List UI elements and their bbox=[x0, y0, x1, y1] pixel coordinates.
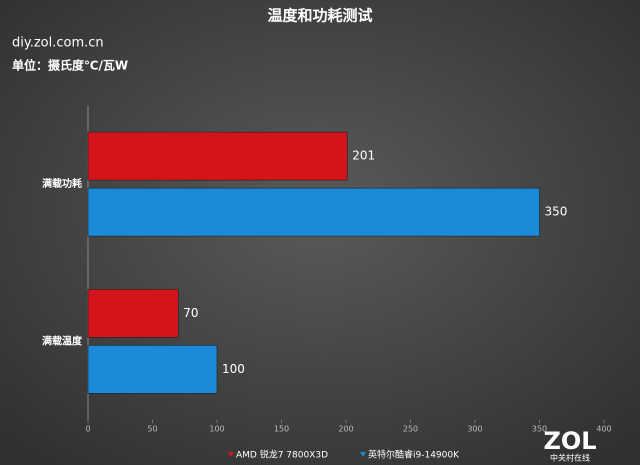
bar bbox=[87, 187, 540, 237]
unit: 单位：摄氏度℃/瓦W bbox=[12, 58, 128, 73]
x-tick-label: 300 bbox=[467, 425, 482, 434]
x-tick-label: 350 bbox=[532, 425, 547, 434]
source: diy.zol.com.cn bbox=[12, 36, 104, 51]
bar bbox=[87, 345, 218, 394]
legend-label: AMD 锐龙7 7800X3D bbox=[236, 449, 328, 461]
x-tick-label: 50 bbox=[147, 425, 157, 434]
x-tick-label: 150 bbox=[274, 425, 289, 434]
legend-marker bbox=[228, 452, 234, 457]
x-tick-label: 250 bbox=[403, 425, 418, 434]
legend-marker bbox=[360, 452, 366, 457]
y-tick-label: 满载功耗 bbox=[42, 177, 82, 190]
value-label: 70 bbox=[183, 306, 198, 320]
x-tick-label: 100 bbox=[209, 425, 224, 434]
logo: ZOL bbox=[543, 427, 596, 455]
value-label: 100 bbox=[222, 362, 245, 376]
logo-tagline: 中关村在线 bbox=[550, 453, 590, 463]
x-tick-label: 0 bbox=[85, 425, 90, 434]
value-label: 350 bbox=[545, 205, 568, 219]
x-tick-label: 200 bbox=[338, 425, 353, 434]
legend-label: 英特尔酷睿i9-14900K bbox=[368, 449, 460, 461]
y-tick-label: 满载温度 bbox=[42, 334, 83, 347]
value-label: 201 bbox=[352, 149, 375, 163]
chart-title: 温度和功耗测试 bbox=[267, 7, 372, 25]
x-tick-label: 400 bbox=[596, 425, 611, 434]
bar bbox=[87, 131, 348, 181]
bar bbox=[87, 289, 179, 338]
